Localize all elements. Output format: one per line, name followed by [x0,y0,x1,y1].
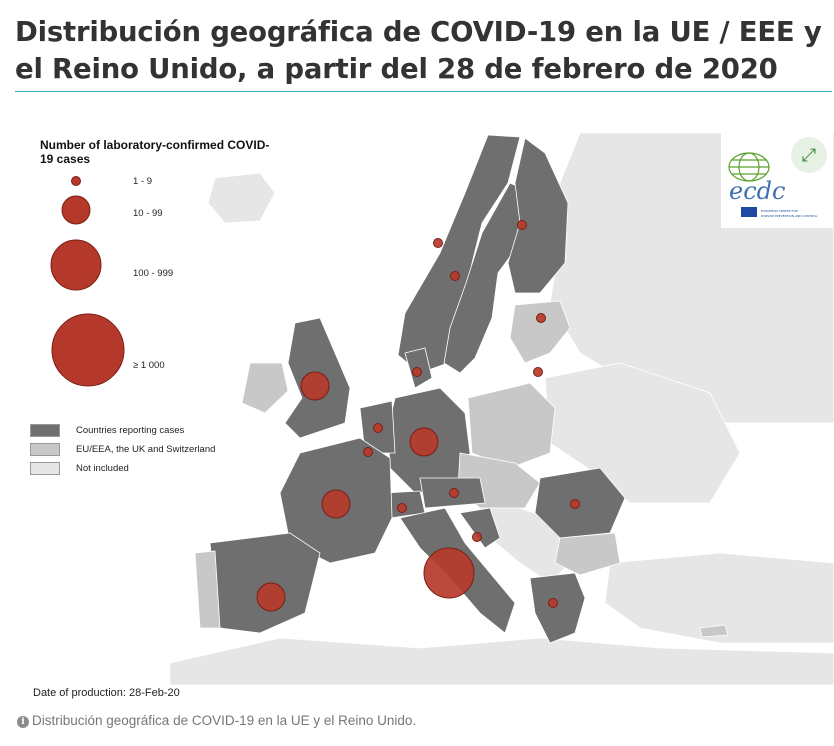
case-bubble-sweden [450,271,460,281]
legend-swatch-reporting [30,424,60,437]
legend-size-10-99 [61,195,91,225]
date-of-production: Date of production: 28-Feb-20 [33,687,180,699]
region-finland [507,137,569,294]
region-greenland-iceland [207,172,276,224]
region-bulgaria [554,532,621,576]
region-africa [169,637,834,685]
legend-category-label: EU/EEA, the UK and Switzerland [76,444,216,455]
region-romania [534,467,626,539]
legend-size-1-9 [71,176,81,186]
case-bubble-uk [300,371,330,401]
case-bubbles [256,220,580,612]
region-balkans-west [479,507,571,584]
case-bubble-lithuania [533,367,543,377]
legend-category-label: Not included [76,463,129,474]
svg-text:EUROPEAN CENTRE FOR: EUROPEAN CENTRE FOR [761,209,798,213]
legend-size-label: 100 - 999 [133,268,174,279]
legend-size-label: ≥ 1 000 [133,360,165,371]
case-bubble-croatia [472,532,482,542]
size-legend-symbols [50,176,125,387]
case-bubble-switzerland [397,503,407,513]
map-caption: i Distribución geográfica de COVID-19 en … [17,713,416,728]
legend-title: Number of laboratory-confirmed COVID-19 … [40,138,270,166]
case-bubble-netherlands [373,423,383,433]
map-container [20,123,834,685]
expand-icon[interactable]: ⤢ [791,137,827,173]
legend-swatch-eu-eea [30,443,60,456]
title-divider [15,91,832,92]
case-bubble-romania [570,499,580,509]
case-bubble-denmark [412,367,422,377]
case-bubble-norway [433,238,443,248]
info-icon: i [17,716,29,728]
legend-size-label: 1 - 9 [133,176,153,187]
region-poland [467,382,556,469]
case-bubble-austria [449,488,459,498]
region-greece [529,572,586,644]
case-bubble-spain [256,582,286,612]
case-bubble-italy [423,547,475,599]
case-bubble-belgium [363,447,373,457]
case-bubble-france [321,489,351,519]
ecdc-logo: ecdc EUROPEAN CENTRE FOR DISEASE PREVENT… [721,132,833,228]
case-bubble-greece [548,598,558,608]
page-title: Distribución geográfica de COVID-19 en l… [15,16,822,85]
ecdc-logo-text: ecdc [729,177,785,205]
ecdc-logo-graphic: ecdc EUROPEAN CENTRE FOR DISEASE PREVENT… [728,152,818,218]
region-ireland [241,362,289,414]
legend-size-1000 [51,313,125,387]
region-baltics [509,300,571,364]
region-belarus-ukraine [544,362,741,504]
svg-text:DISEASE PREVENTION AND CONTROL: DISEASE PREVENTION AND CONTROL [761,214,818,218]
europe-map [20,123,834,685]
region-cyprus [699,624,729,638]
legend-size-100-999 [50,239,102,291]
case-bubble-estonia [536,313,546,323]
case-bubble-finland [517,220,527,230]
caption-text: Distribución geográfica de COVID-19 en l… [32,713,417,728]
legend-swatch-not-included [30,462,60,475]
case-bubble-germany [409,427,439,457]
region-turkey [604,552,834,644]
legend-category-label: Countries reporting cases [76,425,185,436]
legend-size-label: 10 - 99 [133,208,163,219]
region-portugal [194,550,221,629]
